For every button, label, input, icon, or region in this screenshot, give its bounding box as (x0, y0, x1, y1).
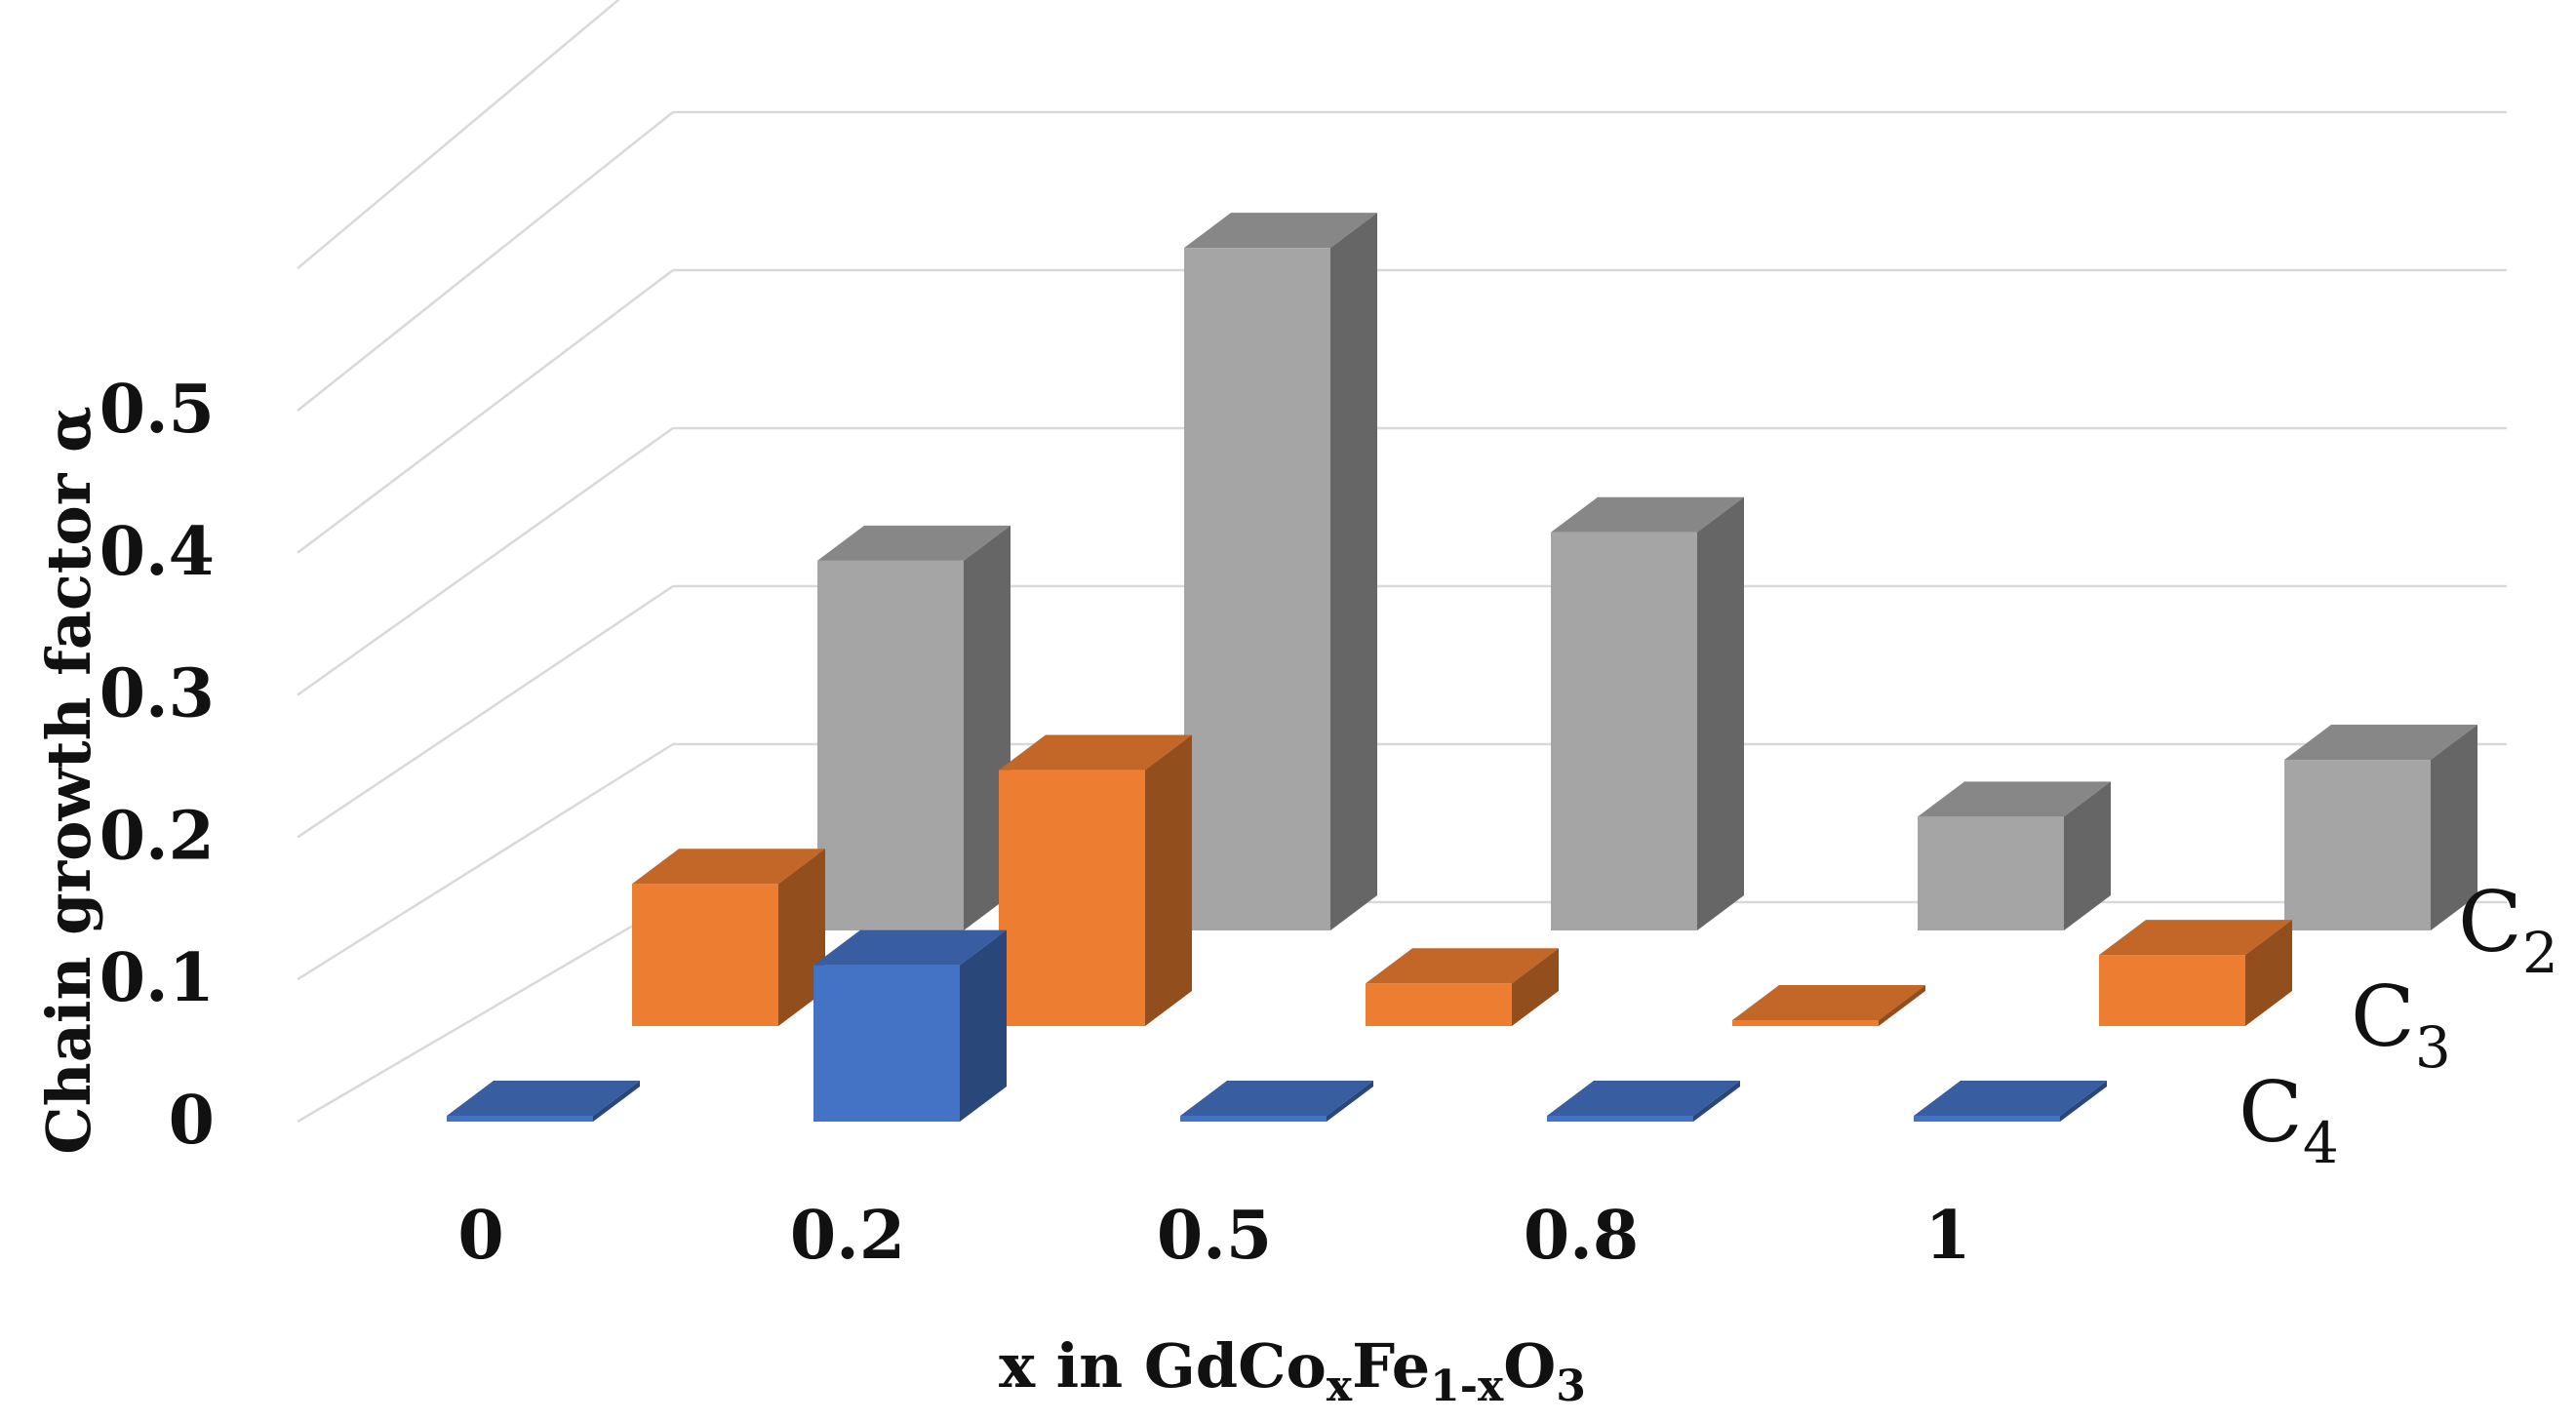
bar-front-face (1366, 983, 1512, 1026)
x-axis-title: x in GdCoxFe1-xO3 (999, 1330, 1586, 1411)
y-tick-label: 0.4 (99, 513, 215, 591)
x-tick-label: 0 (457, 1197, 503, 1275)
bar-front-face (2099, 955, 2245, 1026)
bar-side-face (1693, 1081, 1740, 1122)
bar-top-face (2284, 725, 2477, 761)
series-label: C3 (2351, 968, 2451, 1081)
x-axis-title-sub: x (1327, 1362, 1353, 1411)
bar-side-face (1697, 496, 1744, 930)
bar-top-face (2099, 920, 2292, 956)
bar (999, 734, 1192, 1026)
bar-side-face (2245, 920, 2292, 1026)
bar-top-face (1547, 1081, 1740, 1116)
bar-front-face (2284, 760, 2431, 930)
bar-front-face (1918, 816, 2064, 930)
y-tick-label: 0.1 (99, 939, 215, 1017)
bar-front-face (817, 560, 964, 930)
x-tick-label: 1 (1924, 1197, 1970, 1275)
bar-front-face (1551, 532, 1697, 930)
y-axis-title: Chain growth factor α (33, 406, 104, 1154)
bar (1914, 1081, 2107, 1122)
bar-top-face (447, 1081, 640, 1116)
bar-front-face (1180, 1116, 1327, 1122)
bar-side-face (1512, 948, 1559, 1026)
bar-side-face (1330, 213, 1377, 930)
bar (632, 849, 825, 1026)
bar (447, 1081, 640, 1122)
bar-side-face (1327, 1081, 1373, 1122)
bar-top-face (813, 929, 1007, 966)
bar-front-face (813, 965, 960, 1122)
bar (1547, 1081, 1740, 1122)
gridline-wall (297, 426, 674, 696)
bar-top-face (1180, 1081, 1373, 1116)
bar (1551, 496, 1744, 930)
gridline-wall (297, 900, 674, 1124)
x-tick-label: 0.8 (1524, 1197, 1639, 1275)
bar-top-face (999, 734, 1192, 771)
bar-side-face (2060, 1081, 2107, 1122)
bar-top-face (1732, 985, 1925, 1020)
bar-front-face (1184, 248, 1330, 930)
bar-top-face (632, 849, 825, 885)
bars (447, 213, 2477, 1122)
bar-front-face (1732, 1020, 1879, 1026)
bar-top-face (1918, 781, 2111, 817)
x-axis-title-sub: 1-x (1430, 1362, 1504, 1411)
gridline-wall (297, 269, 674, 554)
gridline-wall (297, 111, 674, 412)
series-label: C4 (2239, 1064, 2339, 1176)
gridline-wall (297, 0, 620, 270)
bar-side-face (2064, 781, 2111, 930)
bar (1918, 781, 2111, 930)
bar (1184, 213, 1377, 930)
bar-top-face (1184, 213, 1377, 249)
bar-front-face (447, 1116, 593, 1122)
y-tick-label: 0.5 (99, 371, 215, 449)
y-tick-label: 0.3 (99, 655, 215, 733)
bar-side-face (1145, 734, 1192, 1026)
x-tick-label: 0.2 (790, 1197, 905, 1275)
bar-front-face (632, 884, 778, 1026)
bar (2099, 920, 2292, 1026)
x-axis-title-part: x in GdCo (999, 1330, 1327, 1402)
y-tick-label: 0.2 (99, 797, 215, 875)
y-tick-labels: 0 0.1 0.2 0.3 0.4 0.5 (99, 371, 215, 1160)
x-axis-title-part: O (1503, 1330, 1556, 1402)
bar-top-face (817, 525, 1011, 561)
gridline-wall (297, 742, 674, 981)
bar-front-face (999, 770, 1145, 1026)
bar-side-face (960, 929, 1007, 1122)
x-tick-label: 0.5 (1157, 1197, 1272, 1275)
bar-side-face (1879, 985, 1925, 1026)
x-axis-title-part: Fe (1352, 1330, 1430, 1402)
bar (1732, 985, 1925, 1026)
x-axis-title-sub: 3 (1556, 1362, 1586, 1411)
bar-top-face (1366, 948, 1559, 984)
bar-top-face (1914, 1081, 2107, 1116)
bar (2284, 725, 2477, 930)
y-tick-label: 0 (169, 1082, 215, 1160)
bar (1180, 1081, 1373, 1122)
series-label: C2 (2458, 874, 2558, 986)
bar (1366, 948, 1559, 1026)
bar (813, 929, 1007, 1122)
x-tick-labels: 0 0.2 0.5 0.8 1 (457, 1197, 1970, 1275)
bar (817, 525, 1011, 930)
bar-top-face (1551, 496, 1744, 533)
bar-side-face (2431, 725, 2477, 930)
gridline-wall (297, 584, 674, 839)
bar-front-face (1914, 1116, 2060, 1122)
bar-side-face (593, 1081, 640, 1122)
bar-front-face (1547, 1116, 1693, 1122)
